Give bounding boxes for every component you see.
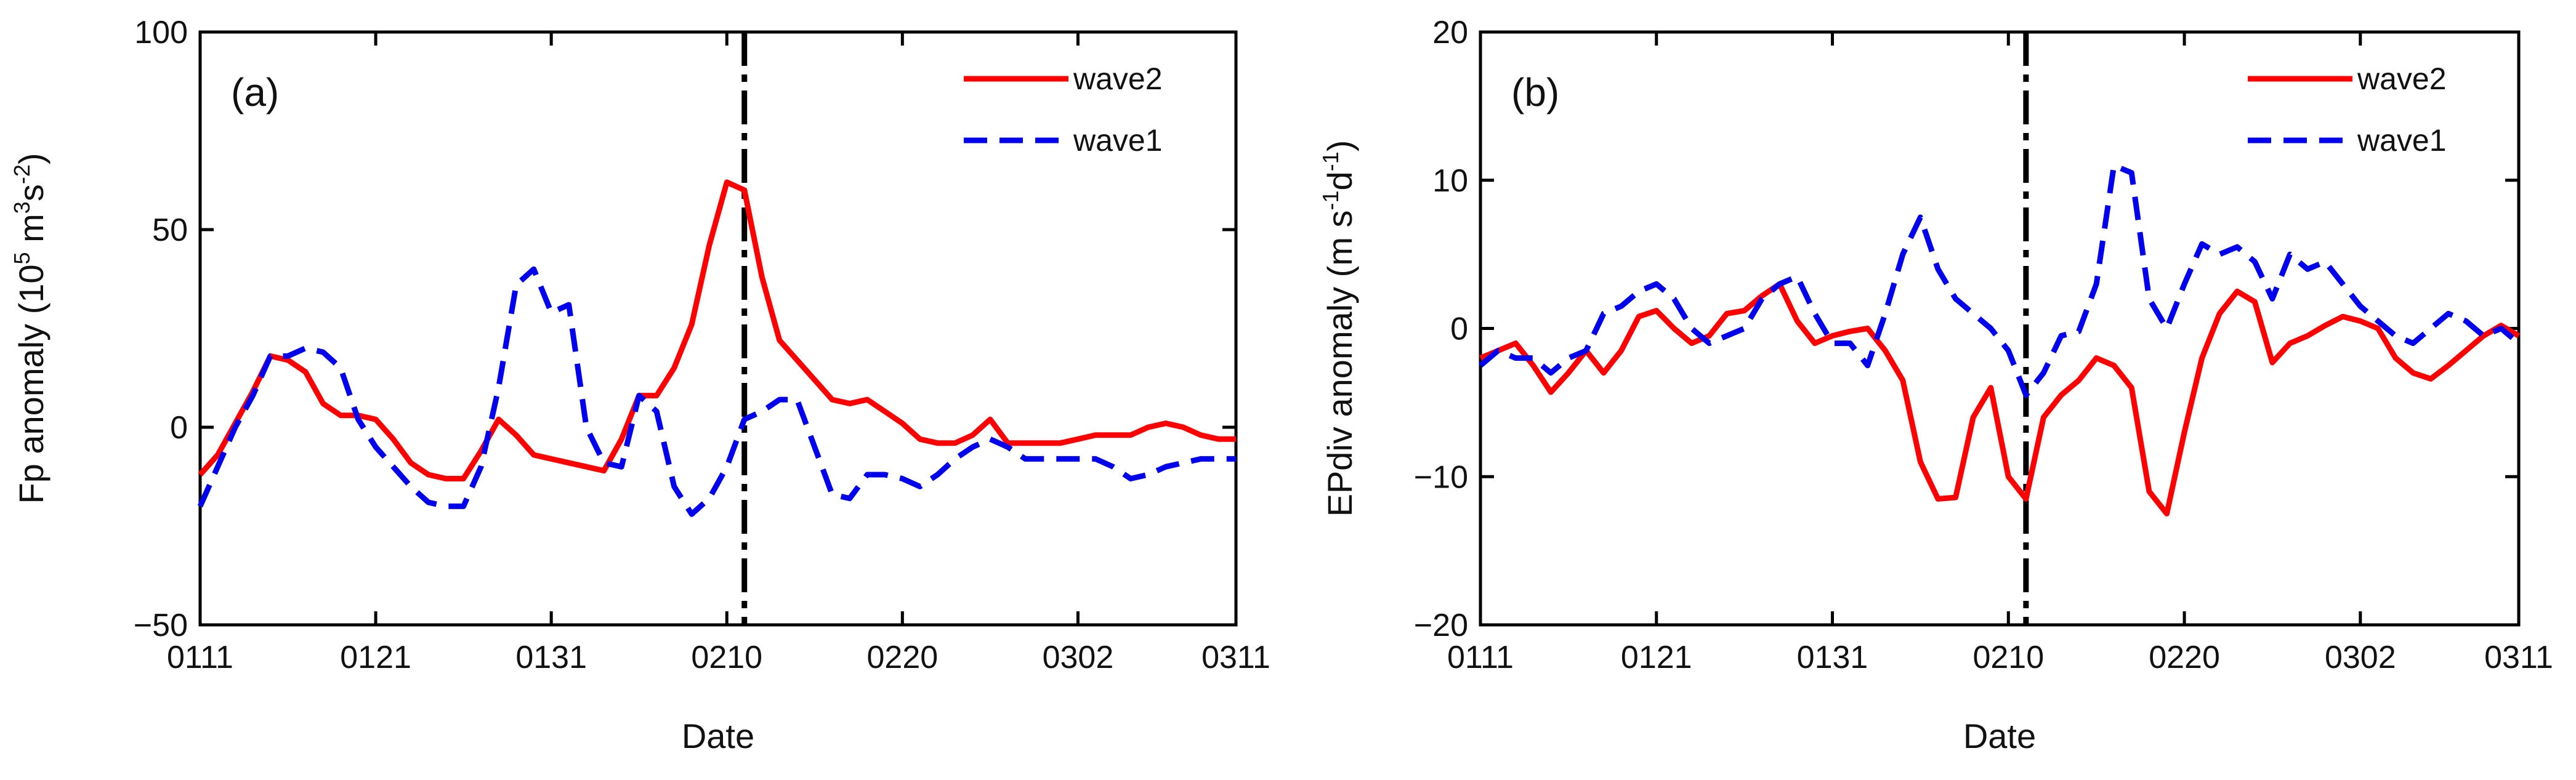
plot-frame	[1479, 30, 2521, 627]
y-tick-label: 20	[1432, 15, 1468, 50]
x-tick-label: 0121	[340, 640, 411, 675]
x-axis-title: Date	[682, 717, 754, 755]
y-axis-title: EPdiv anomaly (m s-1d-1)	[1318, 140, 1359, 517]
y-axis-title-part: m	[12, 214, 50, 252]
series-line-wave2	[1479, 281, 2521, 517]
x-tick-label: 0121	[1621, 640, 1692, 675]
y-axis-title-superscript: -2	[9, 164, 34, 184]
y-tick-label: 10	[1432, 163, 1468, 199]
y-axis-title-part: )	[1320, 140, 1359, 152]
series-line-wave1	[197, 266, 1236, 517]
legend-label-wave2: wave2	[1073, 62, 1163, 96]
y-axis-title-part: )	[12, 153, 50, 164]
y-axis-title-part: d	[1320, 171, 1359, 190]
x-tick-label: 0111	[1447, 640, 1514, 675]
y-axis-title-part: s	[12, 184, 50, 201]
legend-label-wave2: wave2	[2357, 62, 2447, 96]
y-tick-label: 0	[170, 410, 188, 446]
y-axis-title-part: EPdiv anomaly (m s	[1320, 210, 1359, 517]
y-tick-label: 0	[1450, 312, 1468, 347]
x-tick-label: 0220	[866, 640, 938, 675]
legend-label-wave1: wave1	[1073, 123, 1163, 158]
series-line-wave1	[1479, 163, 2521, 398]
legend: wave2 wave1	[964, 62, 1163, 158]
panel-label: (b)	[1511, 70, 1559, 115]
y-tick-label: −10	[1414, 459, 1468, 495]
panel-label: (a)	[231, 70, 279, 115]
plot-frame	[198, 30, 1238, 627]
panel-b: −20 −10 0 10 20 0111 0121 0131 0210 0220 0302 0311 D…	[1318, 15, 2553, 755]
x-tick-label: 0220	[2149, 640, 2220, 675]
y-tick-label: −20	[1414, 608, 1468, 643]
y-axis-title-superscript: -1	[1318, 190, 1343, 210]
y-axis-title-part: Fp anomaly (10	[12, 264, 50, 504]
x-axis-title: Date	[1963, 717, 2036, 755]
y-axis-title-superscript: -1	[1318, 151, 1343, 171]
x-tick-label: 0131	[515, 640, 587, 675]
y-tick-label: −50	[134, 608, 188, 643]
panel-a: −50 0 50 100 0111 0121 0131 0210 0220 0302 0311 Dat…	[9, 15, 1270, 755]
x-tick-label: 0302	[1043, 640, 1114, 675]
y-tick-label: 50	[152, 212, 188, 248]
legend: wave2 wave1	[2248, 62, 2447, 158]
x-tick-label: 0302	[2325, 640, 2396, 675]
series-line-wave2	[198, 179, 1236, 481]
x-tick-label: 0311	[2484, 640, 2553, 675]
x-tick-label: 0131	[1797, 640, 1868, 675]
x-tick-label: 0111	[167, 640, 233, 675]
x-tick-label: 0311	[1201, 640, 1270, 675]
legend-label-wave1: wave1	[2357, 123, 2447, 158]
y-axis-title: Fp anomaly (105 m3s-2)	[9, 153, 50, 504]
y-axis-title-superscript: 3	[9, 201, 34, 214]
x-tick-label: 0210	[691, 640, 762, 675]
y-axis-title-superscript: 5	[9, 252, 34, 264]
y-tick-label: 100	[134, 15, 188, 50]
x-tick-label: 0210	[1972, 640, 2044, 675]
